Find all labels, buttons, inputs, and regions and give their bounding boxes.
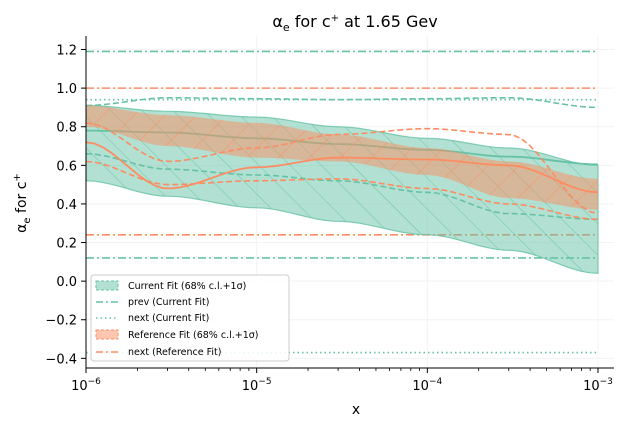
legend-label-reference-fit: Reference Fit (68% c.l.+1σ)	[128, 330, 259, 341]
legend-swatch-current-fit	[95, 280, 119, 291]
legend: Current Fit (68% c.l.+1σ) prev (Current …	[90, 274, 290, 362]
reference-fit-dashed-upper	[86, 122, 599, 215]
y-ticks: −0.4 −0.2 0.0 0.2 0.4 0.6 0.8 1.0 1.2	[45, 44, 86, 367]
y-tick-label-7: 1.0	[56, 82, 77, 97]
legend-label-prev-current: prev (Current Fit)	[128, 297, 209, 308]
y-tick-label-0: −0.4	[45, 352, 77, 367]
y-axis-label: αe for c+	[12, 173, 33, 233]
x-axis-label: x	[352, 402, 360, 418]
x-tick-label-0: 10−6	[71, 377, 101, 394]
x-tick-label-2: 10−4	[412, 377, 442, 394]
reference-fit-central-line	[86, 141, 599, 194]
reference-fit-dashed-lower	[86, 160, 599, 221]
y-tick-label-1: −0.2	[45, 314, 77, 329]
y-tick-label-4: 0.4	[56, 198, 77, 213]
x-tick-label-1: 10−5	[242, 377, 272, 394]
legend-swatch-reference-fit	[95, 329, 119, 340]
current-fit-dashed-lower	[86, 152, 599, 221]
legend-label-next-current: next (Current Fit)	[128, 313, 209, 324]
legend-box	[90, 274, 290, 362]
series-layer	[86, 50, 599, 354]
y-tick-label-5: 0.6	[56, 159, 77, 174]
x-ticks: 10−6 10−5 10−4 10−3	[71, 368, 613, 394]
legend-label-current-fit: Current Fit (68% c.l.+1σ)	[128, 281, 246, 292]
x-tick-label-3: 10−3	[583, 377, 613, 394]
y-tick-label-8: 1.2	[56, 44, 77, 59]
y-tick-label-2: 0.0	[56, 275, 77, 290]
chart-title: αe for c+ at 1.65 Gev	[272, 12, 437, 34]
legend-label-next-reference: next (Reference Fit)	[128, 347, 221, 358]
y-tick-label-3: 0.2	[56, 237, 77, 252]
current-fit-dashed-upper	[86, 97, 599, 109]
y-tick-label-6: 0.8	[56, 121, 77, 136]
